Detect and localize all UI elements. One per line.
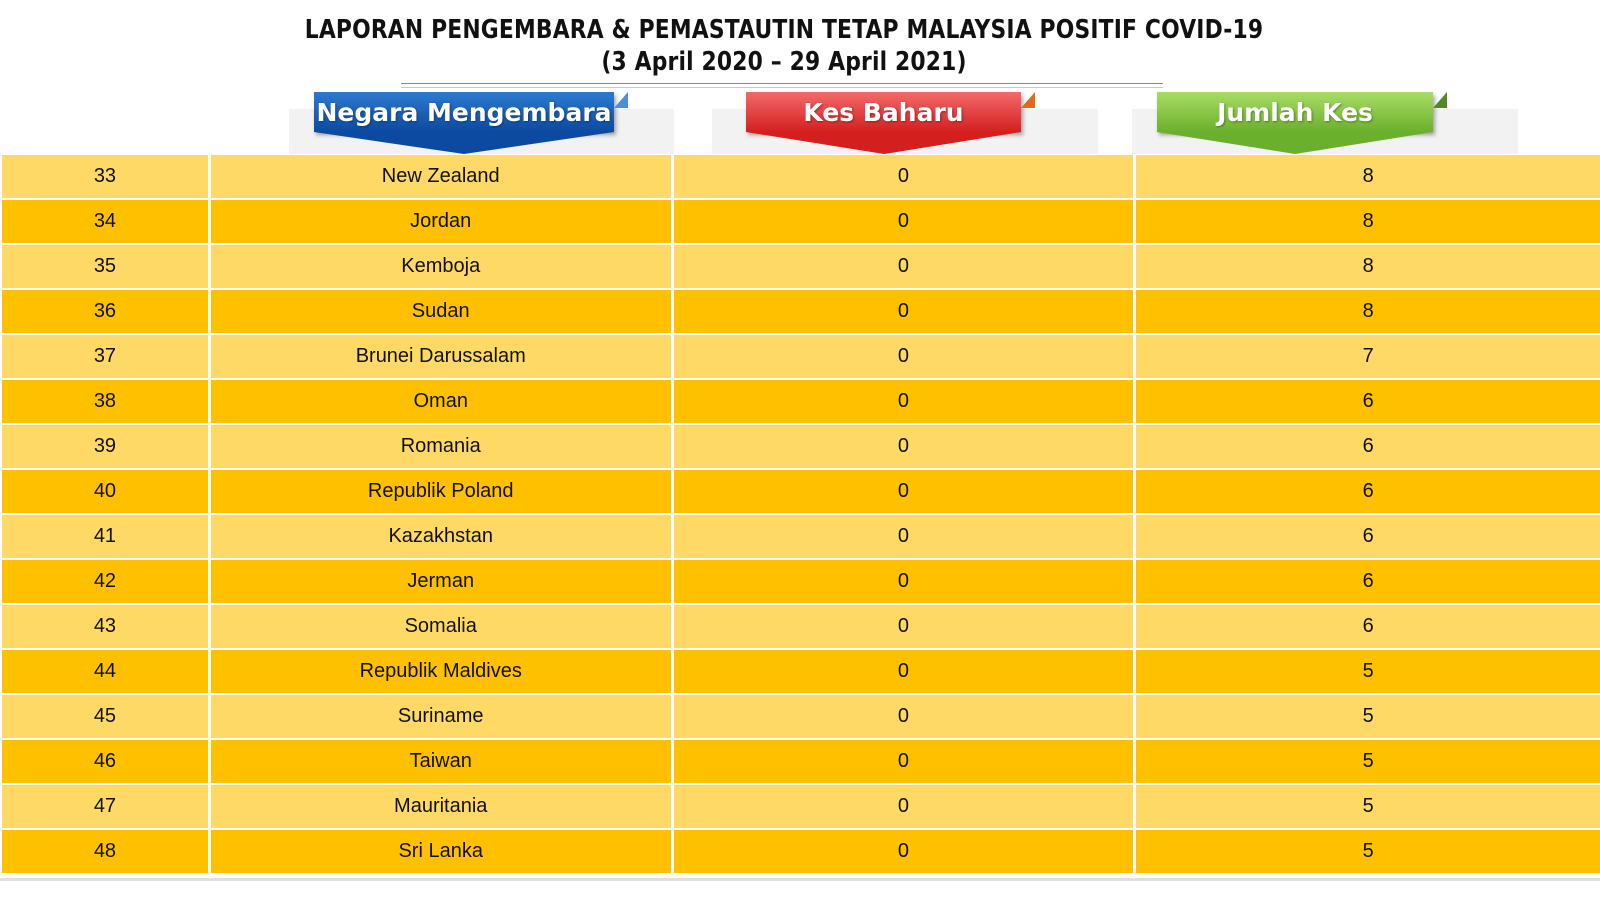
new-cases-cell: 0 [673,335,1134,378]
country-column-header: Negara Mengembara [314,92,614,132]
row-number: 38 [2,380,208,423]
table-row: 36 Sudan 0 8 [0,290,1600,333]
row-number: 37 [2,335,208,378]
total-cases-cell: 8 [1136,245,1600,288]
new-cases-cell: 0 [673,155,1134,198]
table-row: 47 Mauritania 0 5 [0,785,1600,828]
new-cases-cell: 0 [673,785,1134,828]
total-cases-cell: 8 [1136,200,1600,243]
table-row: 34 Jordan 0 8 [0,200,1600,243]
table-row: 41 Kazakhstan 0 6 [0,515,1600,558]
total-cases-cell: 6 [1136,560,1600,603]
total-cases-cell: 5 [1136,785,1600,828]
new-cases-banner-point [746,132,1021,154]
row-number: 46 [2,740,208,783]
table-row: 46 Taiwan 0 5 [0,740,1600,783]
table-row: 40 Republik Poland 0 6 [0,470,1600,513]
row-number: 35 [2,245,208,288]
total-cases-cell: 8 [1136,155,1600,198]
country-cell: Sudan [210,290,671,333]
table-row: 37 Brunei Darussalam 0 7 [0,335,1600,378]
country-cell: New Zealand [210,155,671,198]
new-cases-cell: 0 [673,830,1134,873]
new-cases-cell: 0 [673,560,1134,603]
total-cases-cell: 8 [1136,290,1600,333]
row-number: 42 [2,560,208,603]
total-cases-cell: 5 [1136,650,1600,693]
country-cell: Romania [210,425,671,468]
country-cell: Jerman [210,560,671,603]
new-cases-column-label: Kes Baharu [803,97,964,127]
table-row: 35 Kemboja 0 8 [0,245,1600,288]
row-number: 47 [2,785,208,828]
total-cases-cell: 6 [1136,605,1600,648]
new-cases-cell: 0 [673,200,1134,243]
report-title-line1: LAPORAN PENGEMBARA & PEMASTAUTIN TETAP M… [304,15,1264,45]
row-number: 40 [2,470,208,513]
country-cell: Sri Lanka [210,830,671,873]
table-row: 48 Sri Lanka 0 5 [0,830,1600,873]
report-title: LAPORAN PENGEMBARA & PEMASTAUTIN TETAP M… [125,14,1442,78]
new-cases-cell: 0 [673,380,1134,423]
table-bottom-border [0,878,1600,881]
country-cell: Kazakhstan [210,515,671,558]
total-cases-cell: 5 [1136,740,1600,783]
total-cases-cell: 5 [1136,695,1600,738]
country-column-label: Negara Mengembara [316,97,612,127]
total-cases-column-label: Jumlah Kes [1217,97,1373,127]
row-number: 34 [2,200,208,243]
row-number: 48 [2,830,208,873]
total-cases-column-header: Jumlah Kes [1157,92,1433,132]
new-cases-cell: 0 [673,425,1134,468]
table-row: 45 Suriname 0 5 [0,695,1600,738]
row-number: 43 [2,605,208,648]
new-cases-cell: 0 [673,695,1134,738]
new-cases-column-header: Kes Baharu [746,92,1021,132]
table-row: 43 Somalia 0 6 [0,605,1600,648]
country-cell: Suriname [210,695,671,738]
row-number: 33 [2,155,208,198]
row-number: 36 [2,290,208,333]
row-number: 39 [2,425,208,468]
new-cases-cell: 0 [673,650,1134,693]
row-number: 45 [2,695,208,738]
new-cases-cell: 0 [673,740,1134,783]
total-cases-cell: 6 [1136,380,1600,423]
total-cases-cell: 6 [1136,425,1600,468]
table-row: 38 Oman 0 6 [0,380,1600,423]
row-number: 41 [2,515,208,558]
total-cases-cell: 6 [1136,470,1600,513]
country-banner-fold [614,92,628,108]
table-row: 44 Republik Maldives 0 5 [0,650,1600,693]
total-cases-cell: 6 [1136,515,1600,558]
total-cases-banner-fold [1433,92,1447,108]
new-cases-cell: 0 [673,470,1134,513]
new-cases-cell: 0 [673,290,1134,333]
table-row: 39 Romania 0 6 [0,425,1600,468]
country-cell: Oman [210,380,671,423]
title-underline [401,83,1163,88]
table-row: 33 New Zealand 0 8 [0,155,1600,198]
country-cell: Republik Maldives [210,650,671,693]
report-title-line2: (3 April 2020 – 29 April 2021) [601,47,967,77]
country-cell: Mauritania [210,785,671,828]
country-cell: Taiwan [210,740,671,783]
table-row: 42 Jerman 0 6 [0,560,1600,603]
total-cases-banner-point [1157,132,1433,154]
country-cell: Kemboja [210,245,671,288]
country-cell: Republik Poland [210,470,671,513]
country-cell: Brunei Darussalam [210,335,671,378]
cases-table: 33 New Zealand 0 8 34 Jordan 0 8 35 Kemb… [0,155,1600,875]
country-banner-point [314,132,614,154]
total-cases-cell: 7 [1136,335,1600,378]
new-cases-cell: 0 [673,515,1134,558]
new-cases-banner-fold [1021,92,1035,108]
country-cell: Somalia [210,605,671,648]
row-number: 44 [2,650,208,693]
country-cell: Jordan [210,200,671,243]
total-cases-cell: 5 [1136,830,1600,873]
new-cases-cell: 0 [673,245,1134,288]
new-cases-cell: 0 [673,605,1134,648]
